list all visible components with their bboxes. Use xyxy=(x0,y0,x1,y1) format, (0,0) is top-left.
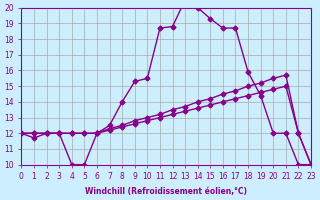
X-axis label: Windchill (Refroidissement éolien,°C): Windchill (Refroidissement éolien,°C) xyxy=(85,187,247,196)
